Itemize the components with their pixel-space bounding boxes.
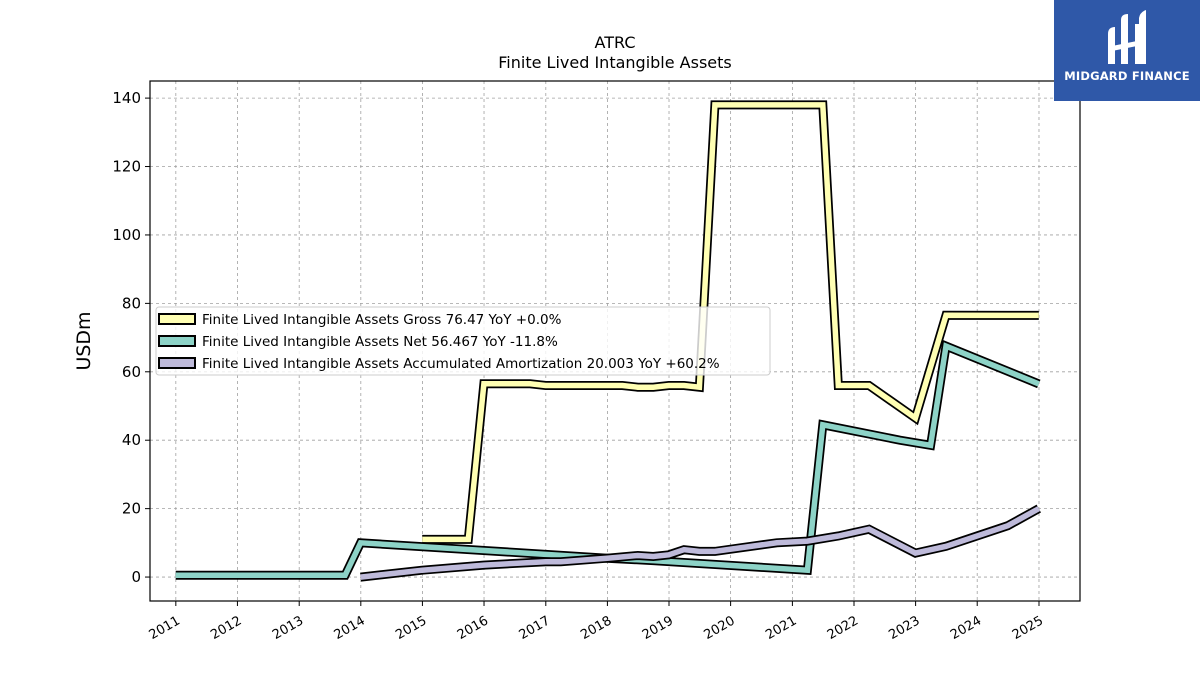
x-tick-label: 2024 — [948, 613, 984, 643]
x-tick-label: 2015 — [393, 613, 429, 643]
x-tick-label: 2019 — [640, 613, 676, 643]
legend-swatch-2 — [158, 357, 196, 369]
series-line-0 — [422, 102, 1039, 543]
legend-label-1: Finite Lived Intangible Assets Net 56.46… — [202, 334, 558, 350]
x-tick-label: 2018 — [578, 613, 614, 643]
legend-swatch-1 — [158, 335, 196, 347]
legend-swatch-0 — [158, 313, 196, 325]
x-tick-label: 2025 — [1010, 613, 1046, 643]
x-tick-label: 2022 — [825, 613, 861, 643]
chart-subtitle: Finite Lived Intangible Assets — [498, 53, 731, 72]
y-axis-label: USDm — [73, 311, 95, 370]
x-tick-label: 2023 — [886, 613, 922, 643]
y-tick-label: 120 — [112, 158, 141, 176]
y-tick-label: 140 — [112, 89, 141, 107]
y-tick-label: 60 — [122, 363, 141, 381]
series-line-1 — [175, 342, 1040, 579]
mf-logo-icon — [1108, 10, 1146, 64]
x-tick-label: 2012 — [208, 613, 244, 643]
series-line-2 — [360, 506, 1041, 580]
x-axis: 2011 2012 2013 2014 2015 2016 2017 2018 2019 2020… — [147, 601, 1046, 643]
midgard-finance-logo: MIDGARD FINANCE — [1054, 0, 1200, 101]
logo-text: MIDGARD FINANCE — [1064, 69, 1190, 83]
y-tick-label: 40 — [122, 431, 141, 449]
x-tick-label: 2016 — [455, 613, 491, 643]
x-tick-label: 2021 — [763, 613, 799, 643]
series-group — [175, 100, 1041, 582]
y-tick-label: 100 — [112, 226, 141, 244]
legend-label-0: Finite Lived Intangible Assets Gross 76.… — [202, 312, 562, 328]
legend-label-2: Finite Lived Intangible Assets Accumulat… — [202, 356, 720, 372]
y-tick-label: 80 — [122, 294, 141, 312]
legend: Finite Lived Intangible Assets Gross 76.… — [155, 306, 771, 376]
y-tick-label: 20 — [122, 500, 141, 518]
x-tick-label: 2020 — [701, 613, 737, 643]
x-tick-label: 2013 — [270, 613, 306, 643]
plot-area-frame — [149, 80, 1081, 602]
x-tick-label: 2011 — [147, 613, 183, 643]
x-tick-label: 2017 — [517, 613, 553, 643]
y-tick-label: 0 — [131, 568, 141, 586]
y-axis: 0 20 40 60 80 100 120 140 — [112, 89, 150, 586]
x-tick-label: 2014 — [332, 613, 368, 643]
chart-title: ATRC — [595, 33, 636, 52]
legend-box — [155, 306, 771, 376]
